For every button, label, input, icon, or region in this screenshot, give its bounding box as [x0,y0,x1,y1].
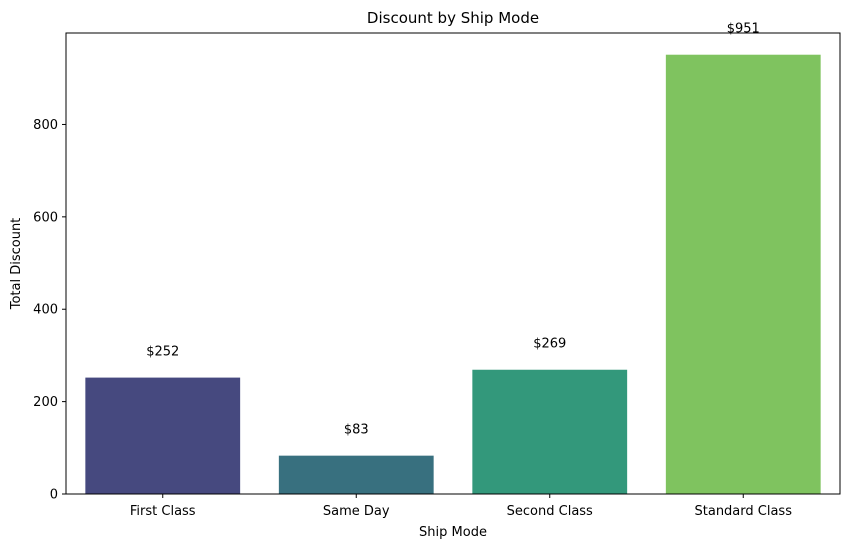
plot-frame [65,32,841,495]
data-label: $269 [533,337,566,352]
y-tick-label: 0 [50,488,58,503]
y-tick-label: 800 [33,118,58,133]
x-axis-title: Ship Mode [419,525,487,540]
x-tick-label: Standard Class [695,504,793,519]
data-label: $252 [146,345,179,360]
x-tick-label: Second Class [507,504,593,519]
y-tick-label: 400 [33,303,58,318]
bar-second-class [472,369,628,494]
y-tick-label: 200 [33,395,58,410]
y-axis-title: Total Discount [9,218,24,311]
bar-first-class [85,377,241,494]
bar-standard-class [665,54,821,495]
y-tick-label: 600 [33,210,58,225]
chart-title: Discount by Ship Mode [367,9,539,27]
y-axis: 0 200 400 600 800 [33,118,66,503]
x-tick-label: Same Day [323,504,390,519]
x-tick-label: First Class [130,504,196,519]
data-label: $83 [344,423,369,438]
bars-group [85,54,821,495]
bar-same-day [278,455,434,494]
x-axis: First Class Same Day Second Class Standard … [130,494,792,519]
data-label: $951 [727,22,760,37]
